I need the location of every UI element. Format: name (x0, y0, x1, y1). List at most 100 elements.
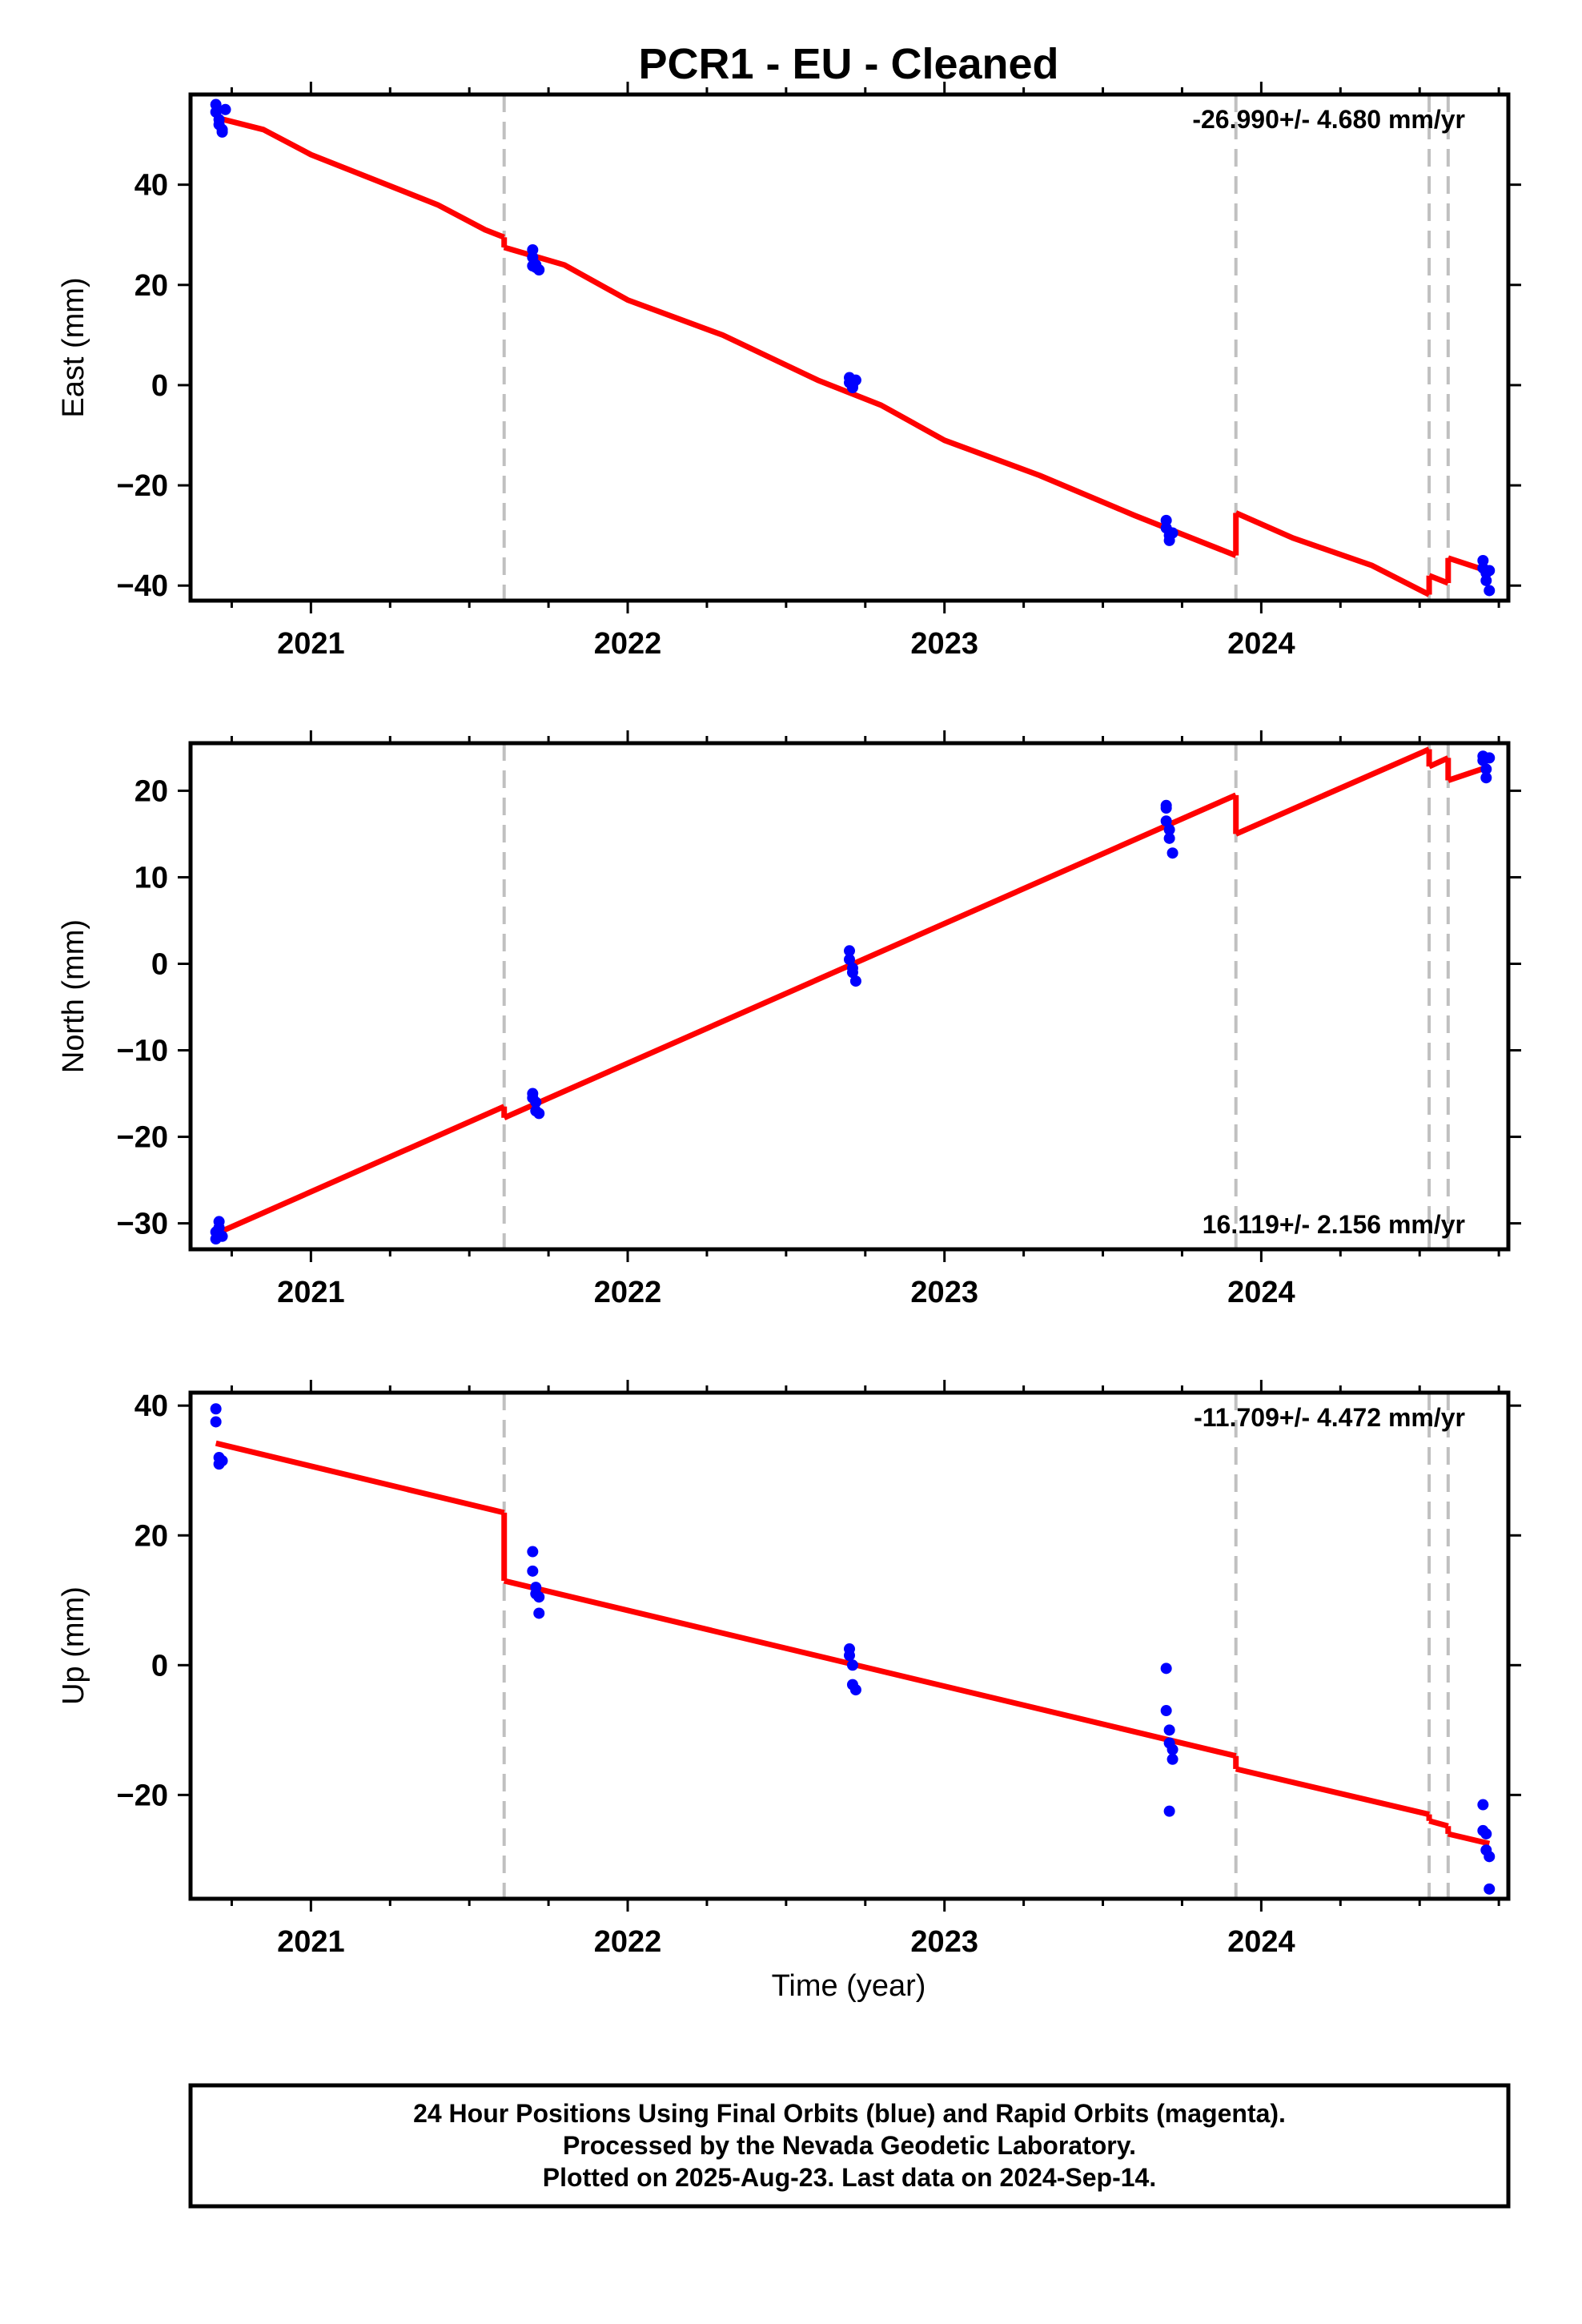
north-data-point-14 (849, 975, 861, 987)
up-x-tick-label: 2022 (594, 1925, 662, 1959)
north-data-point-23 (1480, 763, 1492, 775)
north-model-segment-1 (503, 792, 1238, 1121)
north-rate-label: 16.119+/- 2.156 mm/yr (1203, 1210, 1465, 1239)
up-model-segment-2 (1235, 1766, 1430, 1818)
north-y-tick-label: −30 (117, 1208, 168, 1241)
east-x-tick-label: 2021 (277, 627, 345, 661)
east-model-segment-0 (215, 115, 505, 240)
north-data-point-11 (844, 954, 855, 966)
up-model-segment-0 (215, 1440, 505, 1516)
x-axis-label: Time (year) (772, 1969, 926, 2003)
up-data-point-4 (216, 1455, 228, 1467)
east-rate-label: -26.990+/- 4.680 mm/yr (1192, 105, 1465, 134)
east-data-point-22 (1166, 527, 1178, 539)
footer-box (188, 2083, 1511, 2209)
north-data-point-17 (1163, 824, 1175, 836)
up-y-tick-label: 40 (135, 1389, 168, 1423)
north-x-tick-label: 2021 (277, 1276, 345, 1309)
east-y-tick-label: 40 (135, 169, 168, 203)
north-y-tick-label: −20 (117, 1121, 168, 1155)
up-data-point-20 (1166, 1743, 1178, 1755)
panel-north: 2021 2022 2023 2024 −30 −20 −10 0 10 20 North (mm)… (57, 730, 1521, 1309)
up-data-point-12 (844, 1650, 855, 1662)
up-data-point-23 (1477, 1799, 1489, 1811)
up-data-point-16 (1160, 1663, 1172, 1675)
east-y-tick-label: −20 (117, 469, 168, 503)
east-model-segment-3 (1427, 573, 1450, 586)
north-x-tick-label: 2023 (910, 1276, 978, 1309)
north-x-tick-label: 2022 (594, 1276, 662, 1309)
up-rate-label: -11.709+/- 4.472 mm/yr (1194, 1403, 1465, 1432)
east-y-tick-label: 0 (151, 369, 168, 403)
up-frame (188, 1390, 1511, 1901)
north-y-tick-label: 20 (135, 774, 168, 808)
north-model-segment-0 (215, 1104, 506, 1236)
up-x-tick-label: 2021 (277, 1925, 345, 1959)
east-y-tick-label: −40 (117, 569, 168, 603)
east-y-axis-label: East (mm) (57, 277, 90, 417)
up-y-axis-label: Up (mm) (57, 1586, 90, 1705)
east-data-point-26 (1480, 574, 1492, 586)
up-data-point-6 (527, 1565, 539, 1577)
north-data-point-7 (530, 1096, 542, 1108)
footer-line-1: 24 Hour Positions Using Final Orbits (bl… (413, 2099, 1286, 2128)
north-data-point-16 (1160, 815, 1172, 827)
up-y-tick-label: 20 (135, 1519, 168, 1553)
up-data-point-18 (1163, 1724, 1175, 1736)
east-frame (188, 92, 1511, 603)
north-y-tick-label: 10 (135, 861, 168, 895)
up-model-segment-1 (503, 1578, 1237, 1759)
north-y-tick-label: 0 (151, 947, 168, 981)
north-y-axis-label: North (mm) (57, 919, 90, 1073)
up-data-point-0 (210, 1403, 222, 1415)
east-model-segment-1 (503, 244, 1237, 558)
footer-line-2: Processed by the Nevada Geodetic Laborat… (563, 2131, 1136, 2160)
north-data-point-24 (1480, 772, 1492, 784)
panel-east: 2021 2022 2023 2024 −40 −20 0 20 40 East (mm) -26.… (57, 82, 1521, 661)
north-y-tick-label: −10 (117, 1035, 168, 1068)
up-data-point-5 (527, 1546, 539, 1558)
panel-up: 2021 2022 2023 2024 −20 0 20 40 Up (mm) -11.709+/… (57, 1380, 1521, 1959)
east-data-point-28 (1484, 565, 1496, 577)
up-data-point-25 (1480, 1827, 1492, 1839)
north-data-point-13 (846, 967, 858, 979)
north-data-point-20 (1160, 799, 1172, 811)
up-data-point-27 (1484, 1851, 1496, 1863)
east-y-tick-label: 20 (135, 269, 168, 303)
north-data-point-25 (1484, 752, 1496, 764)
up-data-point-13 (846, 1659, 858, 1671)
east-x-tick-label: 2022 (594, 627, 662, 661)
chart-title: PCR1 - EU - Cleaned (638, 40, 1058, 88)
east-model-segment-2 (1235, 510, 1431, 597)
up-x-tick-label: 2024 (1227, 1925, 1295, 1959)
east-data-point-17 (849, 374, 861, 386)
up-x-tick-label: 2023 (910, 1925, 978, 1959)
east-data-point-5 (216, 126, 228, 138)
north-data-point-18 (1163, 832, 1175, 844)
up-data-point-28 (1484, 1883, 1496, 1895)
north-model-segment-2 (1235, 746, 1431, 837)
up-data-point-9 (533, 1591, 545, 1603)
east-data-point-27 (1484, 585, 1496, 597)
up-model-segment-3 (1428, 1818, 1449, 1829)
up-data-point-22 (1163, 1805, 1175, 1817)
up-y-tick-label: −20 (117, 1779, 168, 1812)
east-data-point-6 (219, 103, 231, 115)
north-x-tick-label: 2024 (1227, 1276, 1295, 1309)
up-data-point-1 (210, 1416, 222, 1428)
east-data-point-12 (527, 260, 539, 272)
east-x-tick-label: 2024 (1227, 627, 1295, 661)
north-frame (188, 741, 1511, 1252)
up-y-tick-label: 0 (151, 1649, 168, 1683)
north-data-point-4 (216, 1230, 228, 1242)
north-data-point-10 (844, 945, 855, 957)
up-data-point-21 (1166, 1753, 1178, 1765)
up-model-segment-4 (1447, 1831, 1491, 1847)
up-data-point-15 (849, 1684, 861, 1696)
north-data-point-3 (213, 1216, 225, 1228)
north-model-segment-3 (1427, 755, 1450, 770)
north-data-point-9 (533, 1108, 545, 1120)
north-data-point-19 (1166, 847, 1178, 859)
up-data-point-17 (1160, 1705, 1172, 1717)
